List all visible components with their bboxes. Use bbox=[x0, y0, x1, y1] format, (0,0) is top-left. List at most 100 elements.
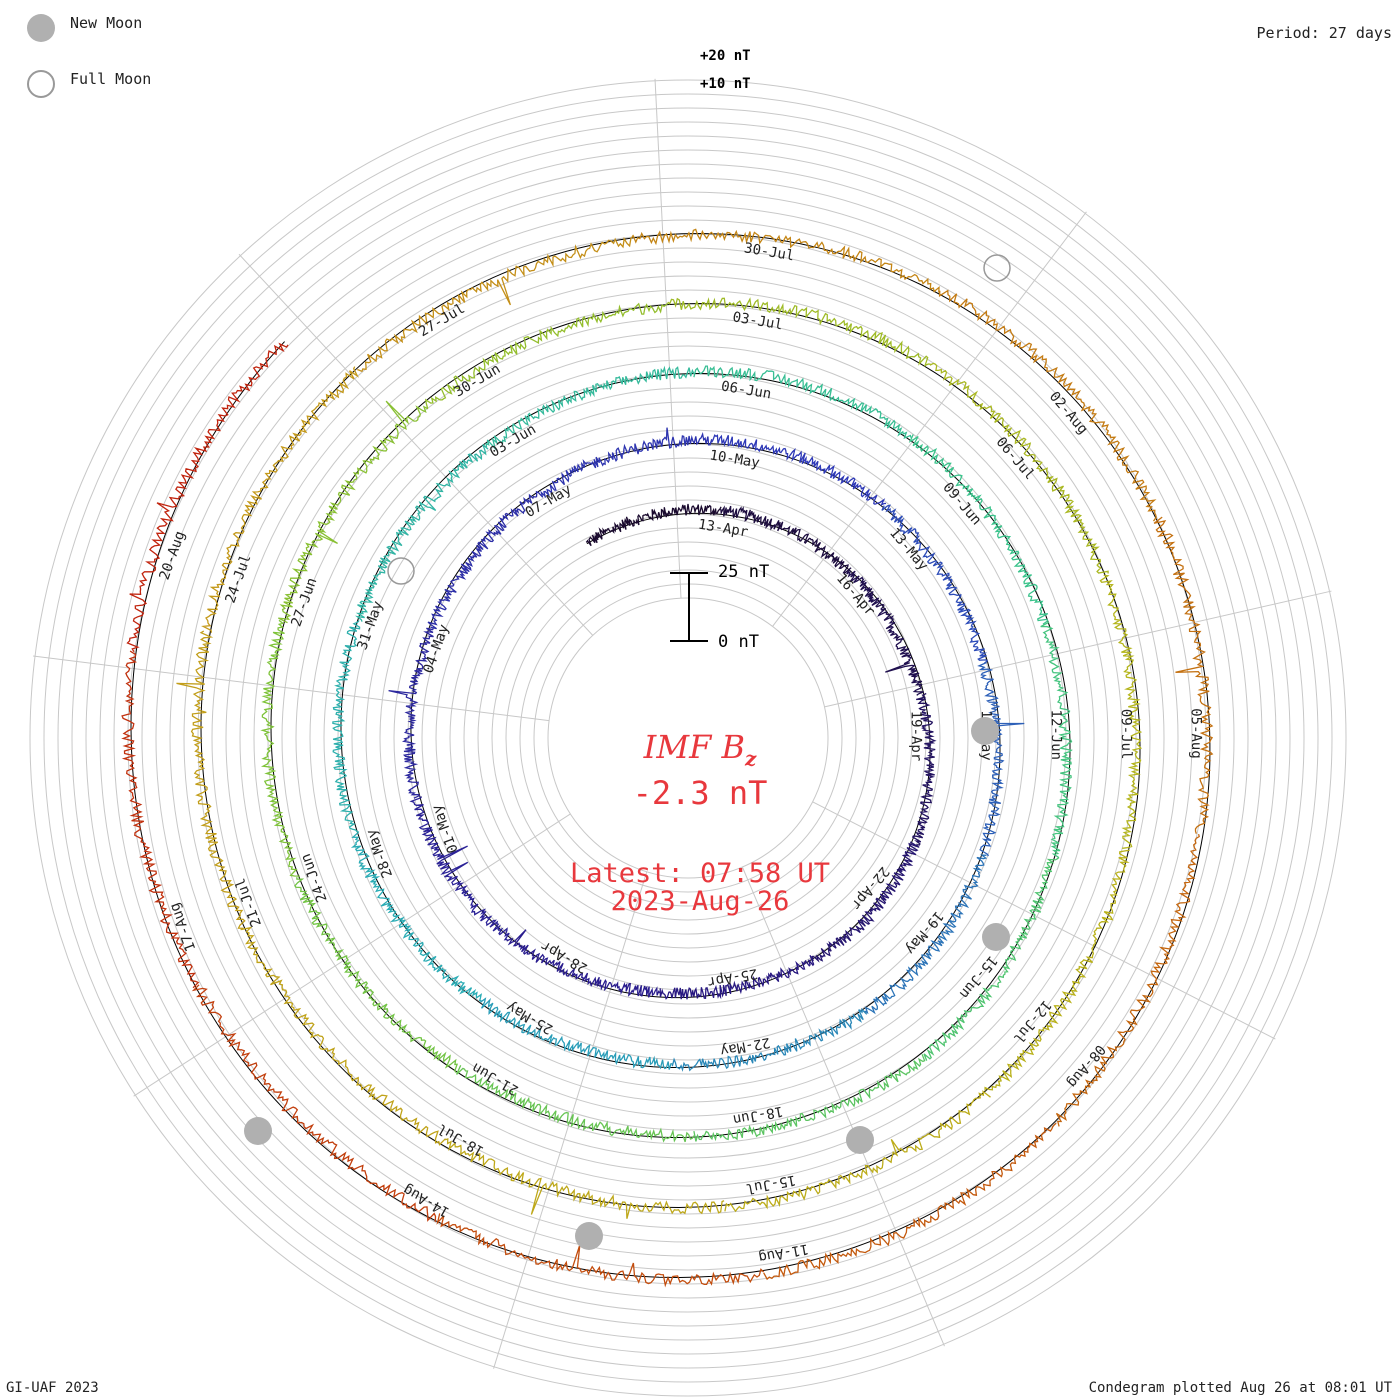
imf-trace-segment bbox=[984, 849, 1130, 1091]
imf-trace-segment bbox=[585, 503, 722, 547]
grid-ring bbox=[477, 527, 899, 949]
grid-ring bbox=[281, 331, 1095, 1145]
zero-baseline bbox=[130, 232, 1211, 1279]
imf-trace-segment bbox=[977, 661, 1025, 857]
full-moon-marker bbox=[983, 254, 1011, 282]
imf-trace-segment bbox=[1153, 516, 1214, 834]
imf-trace-segment bbox=[938, 289, 1157, 522]
imf-trace-segment bbox=[929, 362, 1109, 574]
imf-trace-segment bbox=[479, 997, 673, 1070]
imf-trace-segment bbox=[427, 490, 544, 630]
imf-trace-segment bbox=[126, 342, 289, 653]
date-label: 12-Jun bbox=[1048, 709, 1064, 760]
scalebar bbox=[670, 572, 710, 642]
grid-ring bbox=[365, 415, 1011, 1061]
imf-trace-segment bbox=[456, 1065, 695, 1143]
imf-trace-segment bbox=[201, 366, 359, 633]
date-label: 04-May bbox=[420, 622, 452, 675]
date-label: 15-Jul bbox=[744, 1171, 797, 1196]
imf-trace-segment bbox=[409, 796, 510, 941]
full-moon-legend-label: Full Moon bbox=[70, 70, 152, 88]
grid-ring bbox=[491, 541, 885, 935]
scalebar-top-label: 25 nT bbox=[718, 562, 770, 582]
date-label: 17-Aug bbox=[167, 900, 200, 953]
date-label: 09-Jun bbox=[939, 480, 984, 529]
scale-20-label: +20 nT bbox=[700, 48, 751, 64]
imf-trace-segment bbox=[811, 841, 920, 963]
latest-date: 2023-Aug-26 bbox=[610, 886, 790, 917]
imf-trace-segment bbox=[671, 1007, 868, 1072]
date-label: 02-Aug bbox=[1046, 389, 1091, 438]
date-label: 21-Jun bbox=[469, 1059, 521, 1098]
scalebar-bottom-label: 0 nT bbox=[718, 632, 759, 652]
date-label: 19-Apr bbox=[908, 711, 924, 762]
grid-ring bbox=[43, 93, 1333, 1383]
imf-title-sub: z bbox=[744, 746, 757, 771]
date-label: 14-Aug bbox=[400, 1181, 452, 1220]
imf-trace-segment bbox=[710, 434, 886, 506]
imf-trace-segment bbox=[1099, 574, 1143, 849]
imf-trace-segment bbox=[260, 619, 300, 877]
grid-ring bbox=[211, 261, 1165, 1215]
grid-ring bbox=[155, 205, 1221, 1271]
imf-trace-segment bbox=[911, 692, 937, 846]
grid-spoke bbox=[741, 866, 945, 1347]
date-label: 22-May bbox=[719, 1034, 772, 1059]
period-label: Period: 27 days bbox=[1256, 24, 1392, 42]
imf-trace-segment bbox=[388, 627, 434, 799]
imf-trace-segment bbox=[424, 302, 669, 409]
grid-ring bbox=[505, 555, 871, 921]
imf-trace-segment bbox=[240, 926, 446, 1146]
imf-trace-segment bbox=[632, 228, 940, 293]
date-label: 24-Jun bbox=[298, 851, 331, 904]
grid-ring bbox=[127, 177, 1249, 1299]
grid-spoke bbox=[824, 590, 1332, 708]
imf-trace-segment bbox=[354, 444, 489, 622]
grid-spoke bbox=[33, 655, 550, 722]
imf-trace-segment bbox=[176, 630, 246, 929]
date-label: 05-Aug bbox=[1188, 708, 1204, 759]
new-moon-legend-icon bbox=[27, 14, 55, 42]
grid-ring bbox=[29, 79, 1347, 1397]
grid-spoke bbox=[812, 801, 1276, 1040]
date-label: 24-Jul bbox=[223, 552, 255, 605]
full-moon-legend-icon bbox=[27, 70, 55, 98]
date-label: 28-Apr bbox=[538, 937, 590, 976]
imf-trace-segment bbox=[332, 620, 361, 833]
footer-credit: GI-UAF 2023 bbox=[6, 1380, 99, 1396]
new-moon-marker bbox=[244, 1117, 272, 1145]
grid-spoke bbox=[133, 813, 571, 1097]
scalebar-bottom-tick bbox=[670, 640, 708, 642]
grid-spoke bbox=[654, 78, 682, 599]
latest-time: Latest: 07:58 UT bbox=[569, 858, 831, 889]
grid-ring bbox=[99, 149, 1277, 1327]
full-moon-marker bbox=[387, 557, 415, 585]
grid-ring bbox=[57, 107, 1319, 1369]
imf-title: IMF Bz bbox=[450, 728, 950, 770]
imf-trace-segment bbox=[121, 650, 200, 989]
imf-trace-segment bbox=[1040, 621, 1073, 859]
imf-trace-segment bbox=[278, 400, 429, 624]
imf-trace-segment bbox=[485, 365, 695, 451]
grid-ring bbox=[141, 191, 1235, 1285]
imf-trace-segment bbox=[908, 434, 1049, 625]
imf-trace-segment bbox=[350, 831, 483, 1002]
imf-trace-segment bbox=[846, 569, 924, 696]
imf-trace-segment bbox=[667, 297, 931, 367]
imf-trace-segment bbox=[1055, 833, 1200, 1127]
imf-trace-segment bbox=[444, 1138, 725, 1219]
imf-trace-segment bbox=[923, 856, 1060, 1061]
scale-10-label: +10 nT bbox=[700, 76, 751, 92]
date-label: 25-May bbox=[504, 998, 556, 1037]
grid-ring bbox=[435, 485, 941, 991]
new-moon-marker bbox=[575, 1222, 603, 1250]
new-moon-marker bbox=[971, 717, 999, 745]
imf-trace-segment bbox=[436, 1213, 765, 1288]
grid-ring bbox=[225, 275, 1151, 1201]
date-label: 27-Jun bbox=[288, 576, 320, 629]
imf-trace-segment bbox=[720, 505, 852, 574]
imf-trace-segment bbox=[693, 365, 912, 439]
new-moon-marker bbox=[982, 923, 1010, 951]
date-label: 20-Aug bbox=[157, 529, 189, 582]
